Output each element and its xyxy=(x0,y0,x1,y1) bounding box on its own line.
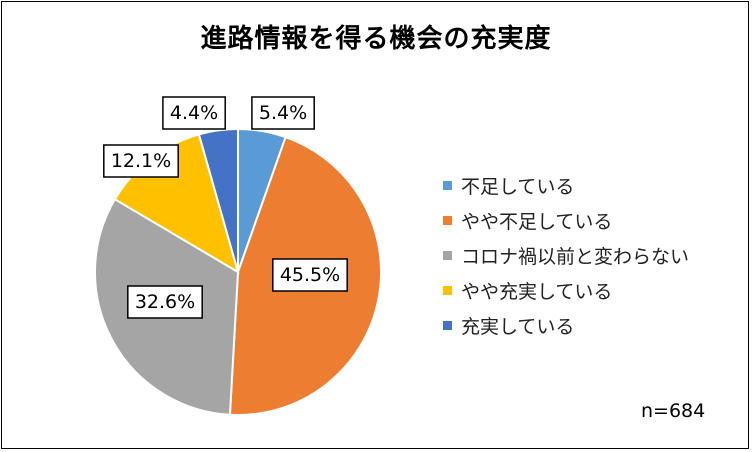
legend-label: コロナ禍以前と変わらない xyxy=(461,246,690,268)
data-label: 5.4% xyxy=(251,96,315,130)
legend-swatch xyxy=(443,181,452,190)
chart-title: 進路情報を得る機会の充実度 xyxy=(200,24,552,54)
legend-item: やや不足している xyxy=(443,203,689,238)
sample-size-note: n=684 xyxy=(641,400,706,422)
data-label: 12.1% xyxy=(103,144,179,178)
legend: 不足しているやや不足しているコロナ禍以前と変わらない やや充実している 充実している xyxy=(443,168,689,343)
legend-swatch xyxy=(443,216,452,225)
svg-text:12.1%: 12.1% xyxy=(111,150,171,172)
data-label: 32.6% xyxy=(127,285,203,319)
legend-label: やや充実している xyxy=(461,281,613,303)
svg-text:4.4%: 4.4% xyxy=(170,102,218,124)
svg-text:45.5%: 45.5% xyxy=(280,264,340,286)
svg-text:32.6%: 32.6% xyxy=(135,291,195,313)
legend-item: 不足している xyxy=(443,168,689,203)
data-label: 4.4% xyxy=(162,96,226,130)
legend-swatch xyxy=(443,321,452,330)
legend-label: 充実している xyxy=(461,316,575,338)
legend-label: 不足している xyxy=(461,176,575,198)
legend-swatch xyxy=(443,251,452,260)
legend-item: コロナ禍以前と変わらない xyxy=(443,238,689,273)
legend-item: やや充実している xyxy=(443,273,689,308)
pie-slice xyxy=(197,127,239,273)
legend-item: 充実している xyxy=(443,308,689,343)
data-label: 45.5% xyxy=(272,258,348,292)
legend-swatch xyxy=(443,286,452,295)
svg-text:5.4%: 5.4% xyxy=(259,102,307,124)
legend-label: やや不足している xyxy=(461,211,613,233)
